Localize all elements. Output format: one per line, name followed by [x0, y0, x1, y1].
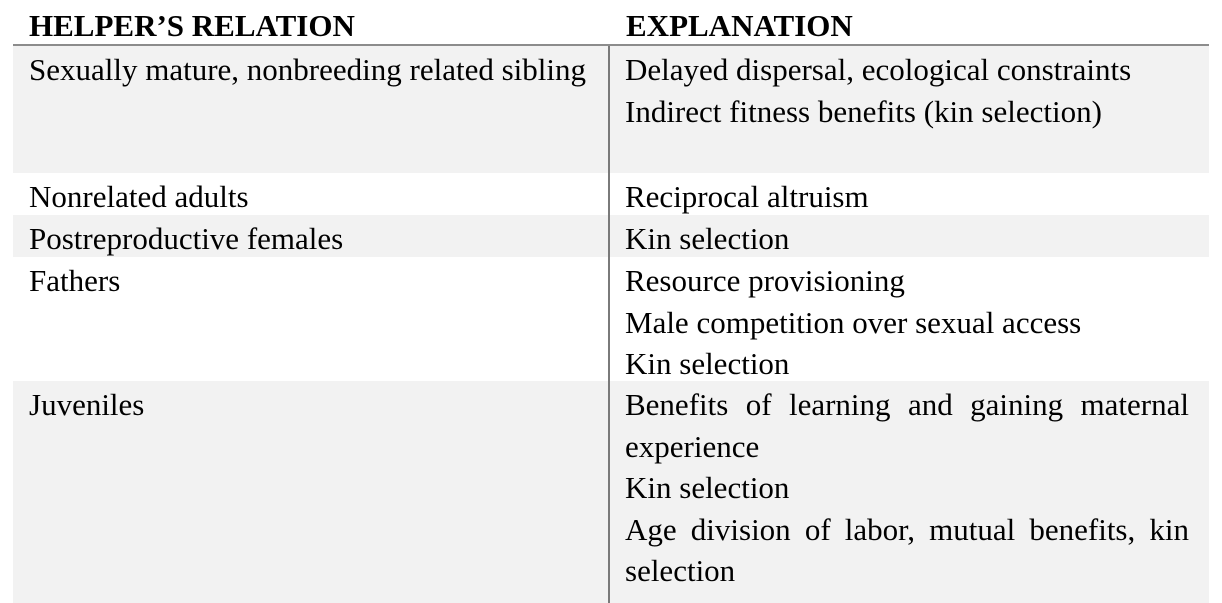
- explanation-item: Delayed dispersal, ecological constraint…: [625, 52, 1132, 87]
- explanation-item: Male competition over sexual access: [625, 304, 1082, 340]
- explanation-item: Benefits of learning and gaining materna…: [625, 387, 1189, 464]
- explanation-item: Indirect fitness benefits (kin selection…: [625, 93, 1102, 129]
- table-row: Juveniles Benefits of learning and gaini…: [13, 381, 1209, 603]
- explanation-item: Kin selection: [625, 221, 790, 256]
- explanation-cell: Benefits of learning and gaining materna…: [610, 381, 1209, 603]
- explanation-item: Kin selection: [625, 346, 790, 381]
- explanation-item: Age division of labor, mutual benefits, …: [625, 511, 1189, 589]
- table-row: Fathers Resource provisioning Male compe…: [13, 257, 1209, 381]
- explanation-cell: Kin selection: [610, 215, 1209, 257]
- explanation-cell: Resource provisioning Male competition o…: [610, 257, 1209, 381]
- table-row: Nonrelated adults Reciprocal altruism: [13, 173, 1209, 215]
- explanation-cell: Delayed dispersal, ecological constraint…: [610, 46, 1209, 173]
- table-header: HELPER’S RELATION EXPLANATION: [13, 0, 1209, 46]
- explanation-item: Kin selection: [625, 470, 790, 505]
- helper-relation-table: HELPER’S RELATION EXPLANATION Sexually m…: [13, 0, 1209, 603]
- header-explanation: EXPLANATION: [626, 8, 853, 43]
- relation-cell: Juveniles: [13, 381, 610, 603]
- explanation-cell: Reciprocal altruism: [610, 173, 1209, 215]
- relation-cell: Fathers: [13, 257, 610, 381]
- explanation-item: Resource provisioning: [625, 263, 905, 298]
- relation-cell: Postreproductive females: [13, 215, 610, 257]
- table-row: Sexually mature, nonbreeding related sib…: [13, 46, 1209, 173]
- table-row: Postreproductive females Kin selection: [13, 215, 1209, 257]
- relation-cell: Sexually mature, nonbreeding related sib…: [13, 46, 610, 173]
- header-helpers-relation: HELPER’S RELATION: [29, 8, 355, 43]
- explanation-item: Reciprocal altruism: [625, 179, 869, 214]
- relation-cell: Nonrelated adults: [13, 173, 610, 215]
